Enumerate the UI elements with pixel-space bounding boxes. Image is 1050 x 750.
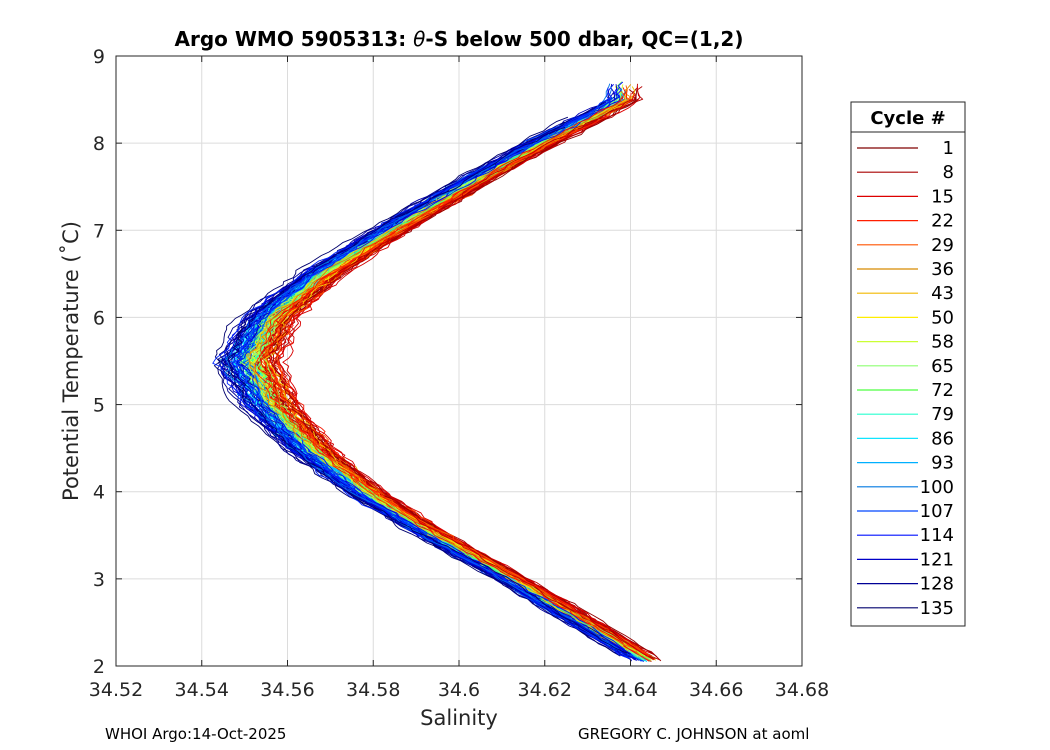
y-tick-label: 9 — [93, 46, 105, 68]
y-tick-label: 3 — [93, 569, 105, 591]
legend-label: 121 — [920, 549, 954, 570]
x-tick-label: 34.68 — [775, 679, 829, 701]
y-tick-label: 2 — [93, 656, 105, 678]
legend: Cycle # 1 8 15 22 29 36 43 50 58 65 72 79 86 93 100 107 1… — [850, 101, 966, 627]
x-tick-label: 34.66 — [689, 679, 743, 701]
legend-label: 22 — [931, 211, 954, 232]
profile-line — [224, 127, 637, 662]
legend-label: 114 — [920, 525, 954, 546]
y-axis: 2 3 4 5 6 7 8 9 — [93, 46, 802, 678]
profile-line — [268, 95, 655, 661]
y-tick-label: 6 — [93, 307, 105, 329]
footer-right: GREGORY C. JOHNSON at aoml — [578, 725, 810, 743]
chart-title: Argo WMO 5905313: θ-S below 500 dbar, QC… — [175, 27, 744, 51]
legend-label: 86 — [931, 428, 954, 449]
profile-line — [231, 87, 627, 654]
legend-label: 50 — [931, 307, 954, 328]
x-tick-label: 34.56 — [260, 679, 314, 701]
footer-left: WHOI Argo:14-Oct-2025 — [105, 725, 287, 743]
legend-title: Cycle # — [870, 108, 945, 129]
profile-line — [213, 116, 621, 657]
legend-label: 100 — [920, 477, 954, 498]
legend-label: 15 — [931, 186, 954, 207]
x-tick-label: 34.62 — [518, 679, 572, 701]
x-tick-label: 34.52 — [89, 679, 143, 701]
legend-label: 8 — [943, 162, 954, 183]
y-tick-label: 8 — [93, 133, 105, 155]
legend-label: 36 — [931, 259, 954, 280]
profile-line — [227, 126, 628, 654]
legend-label: 135 — [920, 598, 954, 619]
profile-line — [274, 109, 655, 659]
y-tick-label: 5 — [93, 395, 105, 417]
x-tick-label: 34.58 — [346, 679, 400, 701]
x-axis-label: Salinity — [420, 706, 498, 730]
x-axis: 34.52 34.54 34.56 34.58 34.6 34.62 34.64 34.66 3… — [89, 56, 829, 701]
legend-label: 58 — [931, 332, 954, 353]
profiles — [212, 81, 662, 663]
legend-label: 65 — [931, 356, 954, 377]
legend-label: 93 — [931, 453, 954, 474]
x-tick-label: 34.6 — [438, 679, 480, 701]
legend-box — [850, 101, 966, 627]
profile-line — [276, 128, 649, 657]
y-axis-label: Potential Temperature (˚C) — [59, 221, 83, 501]
legend-label: 72 — [931, 380, 954, 401]
legend-label: 29 — [931, 235, 954, 256]
profile-line — [248, 97, 641, 656]
legend-label: 107 — [920, 501, 954, 522]
legend-label: 128 — [920, 574, 954, 595]
profile-line — [254, 93, 650, 657]
legend-label: 79 — [931, 404, 954, 425]
y-tick-label: 4 — [93, 482, 105, 504]
y-tick-label: 7 — [93, 220, 105, 242]
x-tick-label: 34.64 — [603, 679, 657, 701]
legend-label: 43 — [931, 283, 954, 304]
legend-label: 1 — [943, 138, 954, 159]
profile-line — [255, 109, 651, 661]
x-tick-label: 34.54 — [175, 679, 229, 701]
profile-line — [225, 126, 621, 652]
